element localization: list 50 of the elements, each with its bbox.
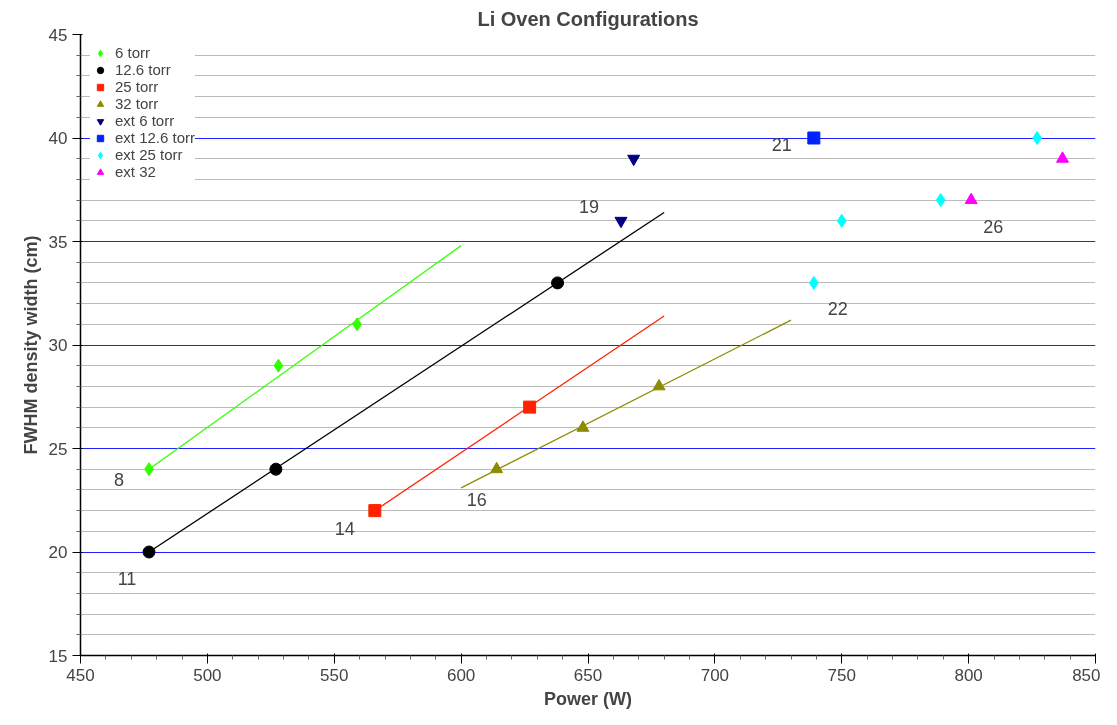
x-tick-label: 650 [573, 665, 603, 685]
legend-label: ext 6 torr [115, 112, 175, 129]
y-tick-label: 15 [48, 646, 68, 666]
x-tick-label: 550 [320, 665, 349, 685]
x-tick-label: 850 [1072, 665, 1101, 685]
point [614, 216, 628, 229]
y-tick-label: 35 [48, 232, 68, 252]
point [142, 545, 156, 559]
point [1056, 151, 1070, 163]
y-tick-label: 30 [48, 336, 68, 355]
annotation: 11 [117, 568, 137, 589]
x-tick-label: 700 [700, 665, 730, 685]
point [964, 192, 978, 205]
legend-label: 6 torr [115, 44, 151, 61]
x-tick-label: 600 [446, 665, 476, 685]
point [836, 213, 847, 228]
x-tick-label: 500 [193, 665, 222, 685]
annotation: 8 [114, 469, 125, 490]
annotation: 14 [334, 519, 355, 540]
annotation: 21 [771, 134, 792, 155]
annotation: 22 [827, 299, 848, 320]
point [935, 193, 946, 208]
point [652, 378, 666, 391]
y-axis-title: FWHM density width (cm) [20, 235, 41, 455]
point [269, 462, 283, 476]
annotation: 26 [983, 216, 1004, 237]
y-tick-label: 20 [48, 543, 68, 562]
point [273, 358, 284, 373]
point [368, 504, 382, 518]
point [627, 154, 641, 167]
point [576, 420, 590, 432]
legend-label: 32 torr [115, 95, 159, 112]
annotation: 16 [466, 489, 487, 510]
legend-label: ext 32 [115, 163, 156, 180]
legend-label: ext 25 torr [115, 146, 183, 163]
x-tick-label: 450 [66, 665, 95, 685]
y-tick-label: 25 [48, 439, 68, 459]
y-tick-label: 40 [48, 129, 68, 148]
annotation: 19 [578, 197, 600, 218]
x-axis-title: Power (W) [544, 688, 632, 709]
legend-label: ext 12.6 torr [115, 129, 196, 146]
x-tick-label: 750 [827, 665, 856, 685]
x-tick-label: 800 [954, 665, 983, 685]
chart-title: Li Oven Configurations [477, 7, 699, 30]
y-tick-label: 45 [48, 25, 68, 45]
legend-label: 12.6 torr [115, 61, 171, 78]
legend-label: 25 torr [115, 78, 159, 95]
point [1032, 131, 1042, 145]
point [523, 400, 537, 414]
point [807, 131, 821, 145]
